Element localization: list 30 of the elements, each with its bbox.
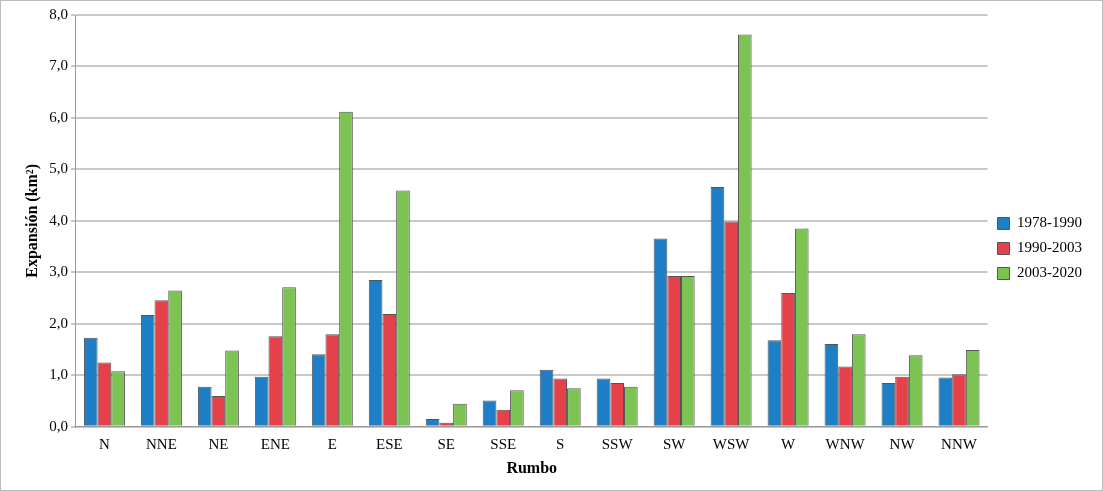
x-tick-label: S — [556, 435, 565, 452]
x-tick-label: WSW — [712, 435, 751, 452]
x-tick-label: W — [781, 435, 797, 452]
y-tick-label: 5,0 — [49, 160, 68, 177]
x-tick-label: NNW — [941, 435, 978, 452]
legend-label: 2003-2020 — [1017, 264, 1082, 281]
y-tick-label: 7,0 — [49, 57, 68, 74]
x-tick-label: ENE — [260, 435, 290, 452]
y-tick-label: 4,0 — [49, 211, 68, 228]
y-tick-label: 8,0 — [49, 5, 68, 22]
y-tick-label: 6,0 — [49, 108, 68, 125]
x-tick-label: ESE — [375, 435, 403, 452]
x-tick-label: N — [99, 435, 111, 452]
y-tick-label: 0,0 — [49, 417, 68, 434]
x-tick-label: NE — [208, 435, 229, 452]
x-tick-label: SSE — [490, 435, 517, 452]
y-tick-label: 3,0 — [49, 263, 68, 280]
legend-label: 1990-2003 — [1017, 239, 1082, 256]
x-tick-label: E — [327, 435, 337, 452]
y-axis-title: Expansión (km²) — [22, 164, 41, 278]
y-tick-label: 1,0 — [49, 366, 68, 383]
legend-label: 1978-1990 — [1017, 214, 1082, 231]
x-tick-label: WNW — [825, 435, 866, 452]
x-tick-label: NNE — [145, 435, 177, 452]
x-axis-title: Rumbo — [506, 458, 558, 476]
x-tick-label: SW — [662, 435, 687, 452]
x-tick-label: SE — [437, 435, 456, 452]
x-tick-label: SSW — [601, 435, 634, 452]
x-tick-label: NW — [889, 435, 916, 452]
y-tick-label: 2,0 — [49, 314, 68, 331]
